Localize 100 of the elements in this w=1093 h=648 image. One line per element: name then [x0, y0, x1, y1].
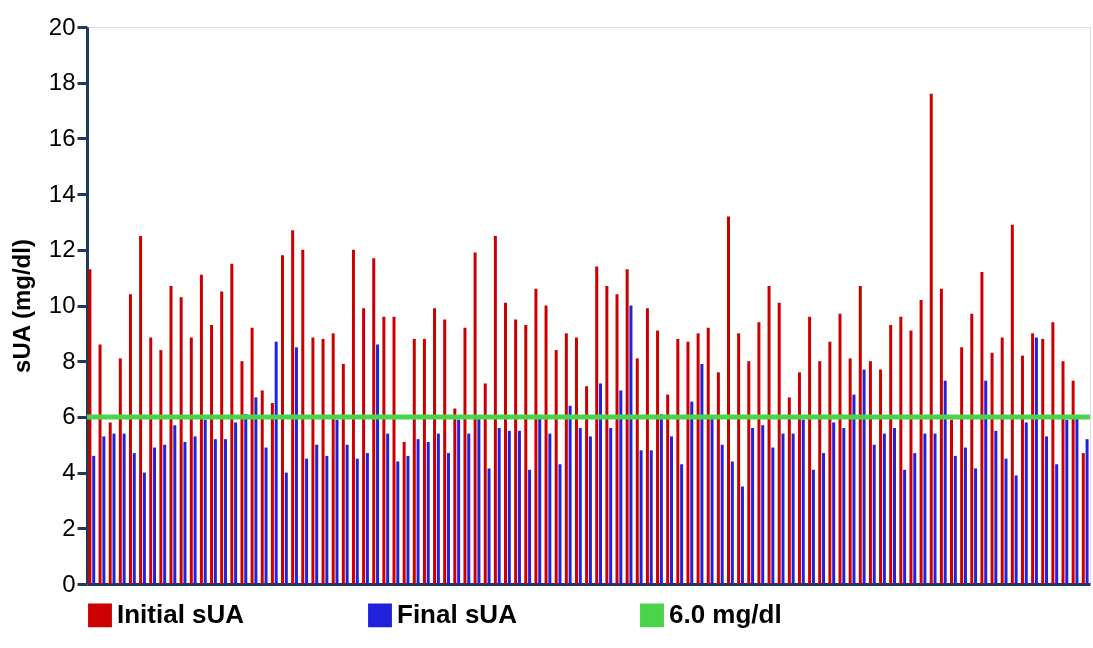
bar	[457, 419, 461, 584]
bar	[213, 439, 217, 584]
bar	[284, 472, 288, 584]
bar	[1004, 458, 1008, 584]
bar	[1075, 416, 1079, 584]
bar	[102, 436, 106, 584]
bar	[588, 436, 592, 584]
bar	[994, 430, 998, 584]
bar	[487, 468, 491, 584]
bar	[737, 333, 741, 584]
bar	[696, 333, 700, 584]
bar	[645, 308, 649, 584]
bar	[1014, 475, 1018, 584]
bar	[710, 416, 714, 584]
bar	[852, 394, 856, 584]
bar	[706, 327, 710, 584]
bar	[950, 419, 954, 584]
bar	[1085, 439, 1089, 584]
bar	[223, 439, 227, 584]
bar	[422, 338, 426, 584]
bar	[747, 361, 751, 584]
bar	[690, 401, 694, 584]
bar	[838, 313, 842, 584]
bar	[220, 291, 224, 584]
bar	[933, 433, 937, 584]
bar	[544, 305, 548, 584]
bar	[1045, 436, 1049, 584]
bar	[376, 344, 380, 584]
bar	[666, 394, 670, 584]
bar	[281, 255, 285, 584]
y-tick-label: 18	[48, 68, 76, 96]
y-axis-title: sUA (mg/dl)	[7, 239, 35, 373]
bar	[686, 341, 690, 584]
bar	[669, 436, 673, 584]
bar	[230, 263, 234, 584]
bar	[351, 249, 355, 584]
bar	[528, 469, 532, 584]
bar	[730, 461, 734, 584]
bar	[467, 433, 471, 584]
bar	[305, 458, 309, 584]
bar	[761, 425, 765, 584]
y-tick-label: 2	[62, 513, 76, 541]
bar	[923, 433, 927, 584]
y-tick-label: 14	[48, 179, 76, 207]
bar	[1031, 333, 1035, 584]
bar	[402, 441, 406, 584]
bar	[294, 347, 298, 584]
bar	[483, 383, 487, 584]
bar	[1071, 380, 1075, 584]
bar	[899, 316, 903, 584]
bar	[605, 286, 609, 584]
bar	[1081, 453, 1085, 584]
bar	[970, 313, 974, 584]
y-tick-label: 10	[48, 291, 76, 318]
bar	[264, 447, 268, 584]
bar	[128, 294, 132, 584]
bar	[828, 341, 832, 584]
bar	[757, 322, 761, 584]
bar	[585, 386, 589, 584]
bar	[325, 455, 329, 584]
bar	[558, 464, 562, 584]
bar	[355, 458, 359, 584]
bar	[1034, 337, 1038, 584]
bar	[832, 422, 836, 584]
bar	[142, 472, 146, 584]
bar	[260, 390, 264, 584]
bar	[649, 450, 653, 584]
bar	[149, 337, 153, 584]
bar	[1055, 464, 1059, 584]
bar	[797, 372, 801, 584]
bar	[240, 361, 244, 584]
bar	[270, 402, 274, 584]
bar	[879, 369, 883, 584]
bar	[139, 235, 143, 584]
bar	[801, 419, 805, 584]
y-tick-label: 6	[62, 402, 76, 430]
bar	[676, 338, 680, 584]
bar	[548, 433, 552, 584]
bar	[254, 397, 258, 584]
bar	[609, 428, 613, 584]
bar	[534, 288, 538, 584]
bar	[595, 266, 599, 584]
bar	[301, 249, 305, 584]
bar	[680, 464, 684, 584]
bar	[234, 422, 238, 584]
bar	[599, 383, 603, 584]
bar	[396, 461, 400, 584]
bar	[274, 341, 278, 584]
bar	[446, 453, 450, 584]
bar	[345, 444, 349, 584]
bar	[990, 352, 994, 584]
bar	[868, 361, 872, 584]
bar	[362, 308, 366, 584]
bar	[169, 286, 173, 584]
bar	[889, 324, 893, 584]
bar	[210, 324, 214, 584]
bar	[372, 258, 376, 584]
bar	[639, 450, 643, 584]
bar	[118, 358, 122, 584]
bar	[913, 453, 917, 584]
